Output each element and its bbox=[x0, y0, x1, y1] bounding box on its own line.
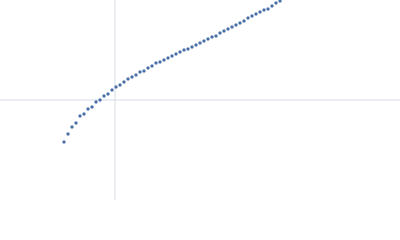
point bbox=[186, 47, 190, 51]
chart bbox=[0, 0, 400, 200]
point bbox=[78, 114, 82, 118]
point bbox=[258, 10, 262, 14]
point bbox=[114, 85, 118, 89]
point bbox=[262, 8, 266, 12]
point bbox=[266, 7, 270, 11]
point bbox=[206, 37, 210, 41]
point bbox=[70, 125, 74, 129]
point bbox=[130, 75, 134, 79]
point bbox=[118, 83, 122, 87]
point bbox=[154, 61, 158, 65]
point bbox=[238, 21, 242, 25]
point bbox=[102, 94, 106, 98]
point bbox=[214, 34, 218, 38]
point bbox=[146, 66, 150, 70]
point bbox=[138, 70, 142, 74]
point bbox=[122, 80, 126, 84]
point bbox=[62, 140, 66, 144]
point bbox=[218, 31, 222, 35]
point bbox=[278, 0, 282, 3]
point bbox=[98, 98, 102, 102]
point bbox=[250, 14, 254, 18]
point bbox=[194, 43, 198, 47]
point bbox=[254, 12, 258, 16]
point bbox=[274, 1, 278, 5]
point bbox=[170, 54, 174, 58]
point bbox=[190, 45, 194, 49]
point bbox=[90, 105, 94, 109]
point bbox=[134, 73, 138, 77]
point bbox=[242, 19, 246, 23]
point bbox=[234, 23, 238, 27]
point bbox=[202, 39, 206, 43]
point bbox=[110, 88, 114, 92]
point bbox=[210, 35, 214, 39]
point bbox=[106, 92, 110, 96]
page: {"chart_data": {"type": "scatter", "x": … bbox=[0, 0, 400, 200]
point bbox=[198, 41, 202, 45]
point bbox=[222, 29, 226, 33]
point bbox=[74, 121, 78, 125]
point bbox=[158, 60, 162, 64]
point bbox=[82, 112, 86, 116]
point bbox=[226, 27, 230, 31]
point bbox=[150, 64, 154, 68]
point bbox=[174, 52, 178, 56]
point bbox=[94, 100, 98, 104]
point bbox=[126, 77, 130, 81]
point bbox=[230, 25, 234, 29]
point bbox=[166, 56, 170, 60]
point bbox=[246, 16, 250, 20]
point bbox=[86, 107, 90, 111]
point bbox=[182, 48, 186, 52]
point bbox=[178, 50, 182, 54]
point bbox=[66, 132, 70, 136]
point bbox=[142, 69, 146, 73]
point bbox=[270, 4, 274, 8]
point bbox=[162, 58, 166, 62]
